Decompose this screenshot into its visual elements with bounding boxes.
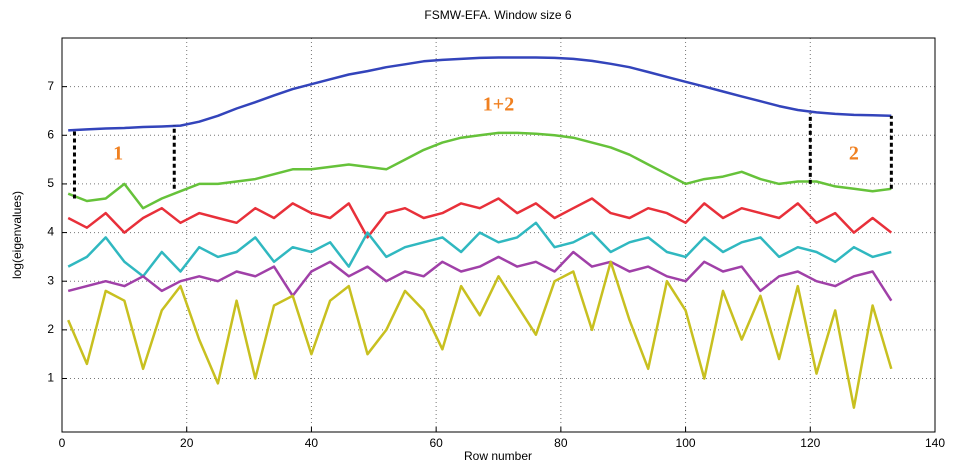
series-line — [67, 250, 893, 302]
x-tick-label: 120 — [800, 436, 820, 450]
series-line — [67, 131, 892, 210]
x-tick-label: 20 — [180, 436, 194, 450]
x-tick-label: 80 — [554, 436, 568, 450]
y-tick-label: 7 — [47, 79, 54, 93]
x-tick-label: 100 — [676, 436, 696, 450]
x-tick-label: 0 — [59, 436, 66, 450]
y-tick-label: 2 — [47, 322, 54, 336]
y-tick-label: 4 — [47, 225, 54, 239]
chart-title: FSMW-EFA. Window size 6 — [424, 8, 571, 22]
y-axis-label: log(eigenvalues) — [10, 191, 24, 279]
series-line — [67, 197, 893, 239]
annotation: 1+2 — [483, 94, 514, 116]
series-line — [67, 260, 893, 409]
annotation: 2 — [849, 142, 859, 164]
y-tick-label: 6 — [47, 127, 54, 141]
y-tick-label: 1 — [47, 371, 54, 385]
plot-frame — [61, 37, 936, 433]
y-tick-label: 5 — [47, 176, 54, 190]
x-axis-label: Row number — [464, 449, 532, 463]
x-tick-label: 60 — [429, 436, 443, 450]
series-line — [67, 221, 892, 278]
y-tick-label: 3 — [47, 273, 54, 287]
x-tick-label: 140 — [925, 436, 945, 450]
x-tick-label: 40 — [305, 436, 319, 450]
series-line — [68, 56, 892, 132]
annotation: 1 — [113, 142, 123, 164]
